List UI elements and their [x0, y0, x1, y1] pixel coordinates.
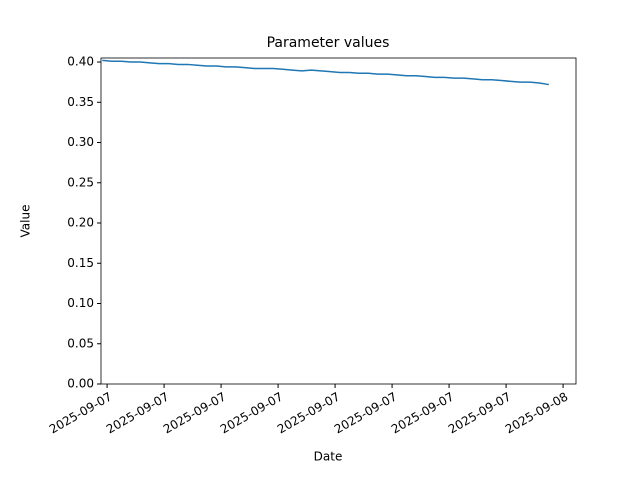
x-tick-label: 2025-09-07: [104, 390, 171, 437]
y-tick-label: 0.10: [67, 296, 94, 310]
y-tick-label: 0.25: [67, 175, 94, 189]
y-tick-label: 0.30: [67, 135, 94, 149]
x-tick-label: 2025-09-07: [389, 390, 456, 437]
x-tick-label: 2025-09-07: [218, 390, 285, 437]
plot-frame: [100, 57, 577, 385]
y-tick-label: 0.00: [67, 377, 94, 391]
x-tick-label: 2025-09-07: [47, 390, 114, 437]
chart-title: Parameter values: [267, 35, 390, 51]
x-tick-label: 2025-09-07: [161, 390, 228, 437]
y-tick-label: 0.15: [67, 256, 94, 270]
x-tick-label: 2025-09-07: [275, 390, 342, 437]
x-tick-label: 2025-09-07: [332, 390, 399, 437]
y-tick-label: 0.05: [67, 336, 94, 350]
y-axis-label: Value: [19, 205, 33, 238]
x-axis-label: Date: [314, 450, 343, 464]
y-tick-label: 0.35: [67, 95, 94, 109]
x-tick-label: 2025-09-07: [446, 390, 513, 437]
x-tick-label: 2025-09-08: [503, 390, 570, 437]
y-tick-label: 0.40: [67, 55, 94, 69]
y-tick-label: 0.20: [67, 216, 94, 230]
data-line: [102, 59, 549, 86]
